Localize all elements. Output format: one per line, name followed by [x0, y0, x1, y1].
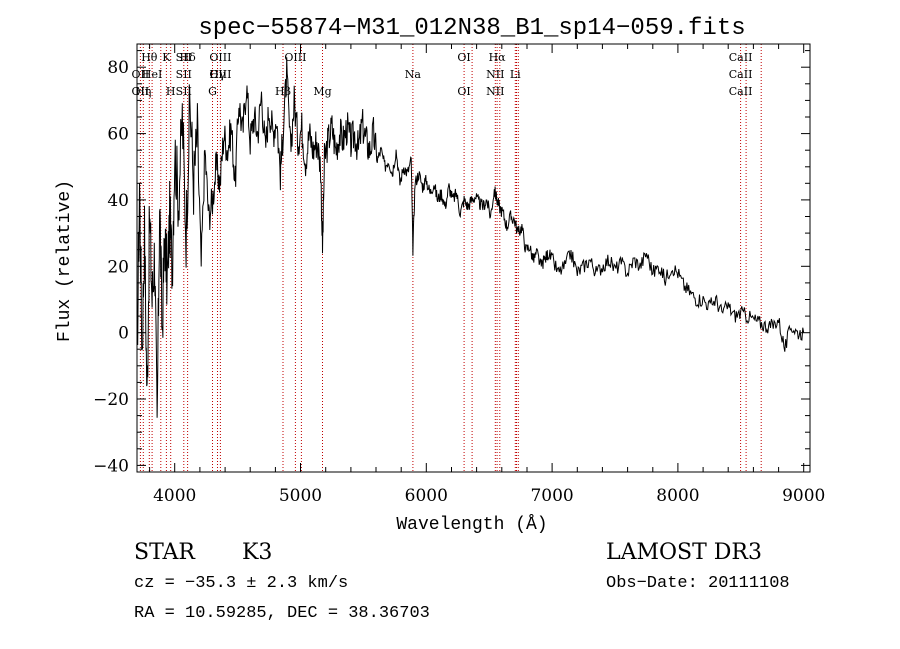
marker-label-r2-3: G [208, 85, 217, 98]
y-axis-label: Flux (relative) [55, 180, 75, 342]
marker-label-r0-8: CaII [729, 51, 753, 64]
marker-label-r1-4: OIII [209, 68, 231, 81]
marker-label-r1-3: Hγ [209, 68, 226, 81]
y-axis: −40 −20 0 20 40 60 80 [93, 50, 810, 476]
marker-label-r2-0: OII [132, 85, 150, 98]
marker-label-r2-5: Mg [313, 85, 331, 98]
y-tick-label-3: 20 [107, 257, 129, 277]
object-class: STAR [134, 540, 195, 565]
chart-title: spec−55874−M31_012N38_B1_sp14−059.fits [198, 15, 745, 42]
marker-label-r0-7: SII [176, 51, 192, 64]
spectral-subclass: K3 [242, 540, 273, 565]
y-tick-label-5: 60 [107, 125, 129, 145]
marker-label-r0-2: Hδ [179, 51, 196, 64]
marker-label-r1-1: HeI [142, 68, 162, 81]
marker-label-r2-4: Hβ [275, 85, 291, 98]
marker-label-r1-6: NII [486, 68, 504, 81]
x-tick-label-4000: 4000 [153, 486, 196, 506]
x-axis-label: Wavelength (Å) [396, 514, 547, 535]
x-tick-label-8000: 8000 [656, 486, 699, 506]
line-markers [139, 44, 762, 472]
obs-date: Obs−Date: 20111108 [606, 574, 790, 593]
marker-label-r2-7: NII [486, 85, 504, 98]
marker-label-r1-2: SII [176, 68, 192, 81]
flux-series-line [136, 57, 805, 418]
marker-label-r0-4: OIII [284, 51, 306, 64]
x-tick-label-9000: 9000 [782, 486, 825, 506]
marker-label-r1-7: Li [510, 68, 521, 81]
x-tick-label-7000: 7000 [530, 486, 573, 506]
marker-label-r2-2: H [166, 85, 176, 98]
survey-name: LAMOST DR3 [606, 540, 762, 565]
marker-label-r2-6: OI [457, 85, 470, 98]
marker-label-r1-5: Na [405, 68, 422, 81]
marker-label-r0-6: Hα [489, 51, 507, 64]
marker-label-r1-8: CaII [729, 68, 753, 81]
x-tick-label-6000: 6000 [405, 486, 448, 506]
coordinates-text: RA = 10.59285, DEC = 38.36703 [134, 604, 430, 623]
y-tick-label-4: 40 [107, 191, 129, 211]
marker-label-r0-1: K [162, 51, 171, 64]
plot-frame [136, 43, 811, 473]
y-tick-label-1: −20 [93, 390, 129, 410]
marker-label-r1-0: OII [132, 68, 150, 81]
y-tick-label-2: 0 [118, 324, 129, 344]
y-tick-label-0: −40 [93, 456, 129, 476]
marker-label-r2-9: CaII [729, 85, 753, 98]
marker-label-r2-1: Hη [135, 85, 151, 98]
marker-label-r0-0: Hθ [141, 51, 158, 64]
marker-label-r0-3: OIII [209, 51, 231, 64]
velocity-text: cz = −35.3 ± 2.3 km/s [134, 574, 349, 593]
marker-label-r0-5: OI [457, 51, 470, 64]
x-tick-label-5000: 5000 [279, 486, 322, 506]
y-tick-label-6: 80 [107, 58, 129, 78]
x-axis: 4000 5000 6000 7000 8000 9000 [149, 44, 825, 506]
marker-label-r2-8: SII [176, 85, 192, 98]
